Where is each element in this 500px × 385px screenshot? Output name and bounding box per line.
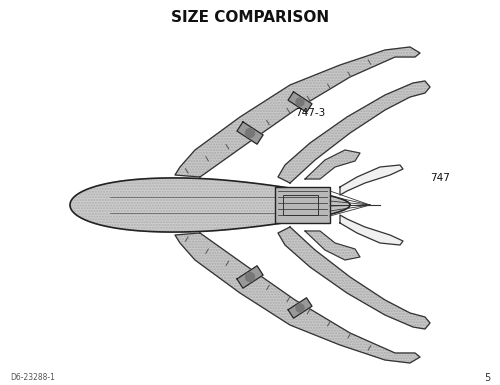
Text: 747-3: 747-3 xyxy=(295,108,325,118)
Polygon shape xyxy=(237,122,263,144)
Polygon shape xyxy=(237,266,263,288)
Polygon shape xyxy=(340,165,403,195)
Circle shape xyxy=(296,304,304,312)
Polygon shape xyxy=(340,215,403,245)
Polygon shape xyxy=(288,298,312,318)
Polygon shape xyxy=(305,231,360,260)
Circle shape xyxy=(246,129,254,137)
Polygon shape xyxy=(175,233,420,363)
Text: 747: 747 xyxy=(430,173,450,183)
Text: SIZE COMPARISON: SIZE COMPARISON xyxy=(171,10,329,25)
Circle shape xyxy=(296,98,304,106)
Polygon shape xyxy=(278,81,430,183)
FancyBboxPatch shape xyxy=(275,187,330,223)
Polygon shape xyxy=(288,92,312,112)
Polygon shape xyxy=(70,178,350,232)
Text: 5: 5 xyxy=(484,373,490,383)
Text: D6-23288-1: D6-23288-1 xyxy=(10,373,55,383)
Circle shape xyxy=(246,273,254,281)
Polygon shape xyxy=(175,47,420,177)
Polygon shape xyxy=(305,150,360,179)
Polygon shape xyxy=(278,227,430,329)
